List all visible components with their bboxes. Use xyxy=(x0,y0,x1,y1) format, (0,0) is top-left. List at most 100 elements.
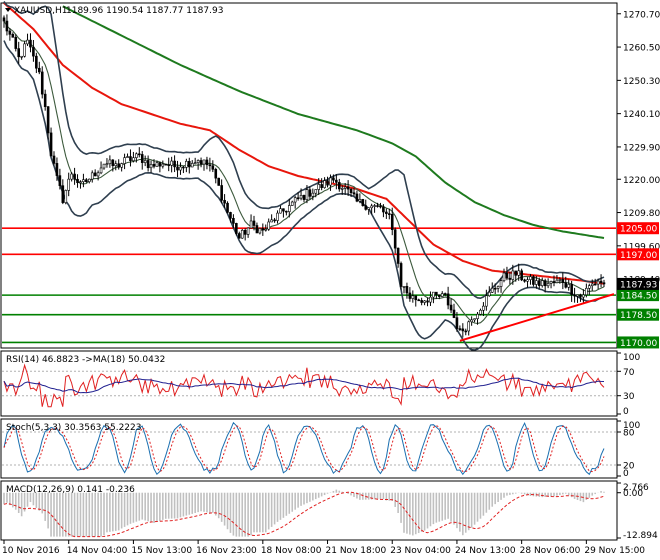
candle-body xyxy=(409,293,411,299)
candle-body xyxy=(544,281,546,286)
rsi-tick-label-0: 100 xyxy=(623,353,640,363)
candle-body xyxy=(438,295,440,297)
price-tick-label-3: 1240.10 xyxy=(623,110,660,120)
candle-body xyxy=(429,297,431,302)
candle-body xyxy=(12,34,14,37)
candle-body xyxy=(191,163,193,167)
candle-body xyxy=(291,202,293,205)
candle-body xyxy=(103,164,105,168)
candle-body xyxy=(285,211,287,212)
candle-body xyxy=(165,164,167,165)
candle-body xyxy=(274,220,276,221)
candle-body xyxy=(447,294,449,305)
candle-body xyxy=(529,277,531,280)
candle-body xyxy=(341,188,343,189)
candle-body xyxy=(141,154,143,162)
candle-body xyxy=(553,281,555,282)
candle-body xyxy=(59,176,61,186)
candle-body xyxy=(294,198,296,202)
level-label-1: 1197.00 xyxy=(620,251,657,261)
candle-body xyxy=(100,168,102,173)
candle-body xyxy=(262,228,264,230)
candle-body xyxy=(53,156,55,163)
candle-body xyxy=(253,221,255,226)
candle-body xyxy=(174,161,176,167)
candle-body xyxy=(382,207,384,212)
price-tick-label-5: 1220.00 xyxy=(623,176,660,186)
candle-body xyxy=(38,68,40,72)
rsi-tick-label-1: 70 xyxy=(623,368,635,378)
price-panel[interactable]: 1270.70 1260.50 1250.30 1240.10 1229.90 1220.… xyxy=(1,2,660,351)
candle-body xyxy=(71,174,73,179)
candle-body xyxy=(556,280,558,282)
candle-body xyxy=(344,187,346,188)
candle-body xyxy=(579,295,581,297)
candle-body xyxy=(485,296,487,306)
candle-body xyxy=(303,195,305,199)
candle-body xyxy=(444,294,446,295)
candle-body xyxy=(215,169,217,178)
rsi-panel[interactable]: 100 70 30 0 RSI(14) 46.8823 ->MA(18) 50.043… xyxy=(1,351,640,417)
candle-body xyxy=(347,187,349,189)
candle-body xyxy=(568,284,570,287)
candle-body xyxy=(74,174,76,179)
level-label-2: 1184.50 xyxy=(620,292,657,302)
candle-body xyxy=(600,281,602,283)
stochastic-tick-label-3: 0 xyxy=(623,469,629,479)
candle-body xyxy=(532,277,534,285)
candle-body xyxy=(200,160,202,164)
candle-body xyxy=(441,294,443,297)
candle-body xyxy=(194,163,196,164)
candle-body xyxy=(77,179,79,182)
time-tick-label-9: 29 Nov 15:00 xyxy=(584,546,645,556)
candle-body xyxy=(218,178,220,185)
candle-body xyxy=(479,310,481,314)
candle-body xyxy=(527,280,529,282)
candle-body xyxy=(206,160,208,165)
candle-body xyxy=(338,182,340,189)
candle-body xyxy=(9,31,11,34)
candle-body xyxy=(406,286,408,293)
time-tick-label-2: 15 Nov 13:00 xyxy=(131,546,192,556)
candle-body xyxy=(491,288,493,292)
candle-body xyxy=(91,173,93,179)
price-tick-label-6: 1209.80 xyxy=(623,209,660,219)
candle-body xyxy=(247,228,249,234)
candle-body xyxy=(115,164,117,166)
candle-body xyxy=(377,206,379,207)
candle-body xyxy=(85,180,87,182)
candle-body xyxy=(432,292,434,297)
candle-body xyxy=(547,283,549,285)
candle-body xyxy=(421,300,423,302)
candle-body xyxy=(335,180,337,182)
candle-body xyxy=(21,56,23,57)
level-label-0: 1205.00 xyxy=(620,225,657,235)
candle-body xyxy=(538,281,540,286)
candle-body xyxy=(471,320,473,322)
candle-body xyxy=(144,160,146,162)
candle-body xyxy=(453,310,455,318)
candle-body xyxy=(232,218,234,223)
candle-body xyxy=(29,40,31,47)
candle-body xyxy=(135,154,137,158)
candle-body xyxy=(306,190,308,200)
candle-body xyxy=(503,273,505,281)
candle-body xyxy=(515,271,517,275)
candle-body xyxy=(168,165,170,166)
candle-body xyxy=(256,226,258,233)
rsi-tick-label-2: 30 xyxy=(623,392,635,402)
candle-body xyxy=(509,278,511,279)
candle-body xyxy=(268,222,270,229)
candle-body xyxy=(582,295,584,297)
candle-body xyxy=(374,206,376,207)
candle-body xyxy=(124,158,126,164)
candle-body xyxy=(244,230,246,234)
candle-body xyxy=(559,279,561,280)
level-label-4: 1170.00 xyxy=(620,339,657,349)
candle-body xyxy=(415,296,417,300)
candle-body xyxy=(385,212,387,214)
candle-body xyxy=(356,194,358,201)
